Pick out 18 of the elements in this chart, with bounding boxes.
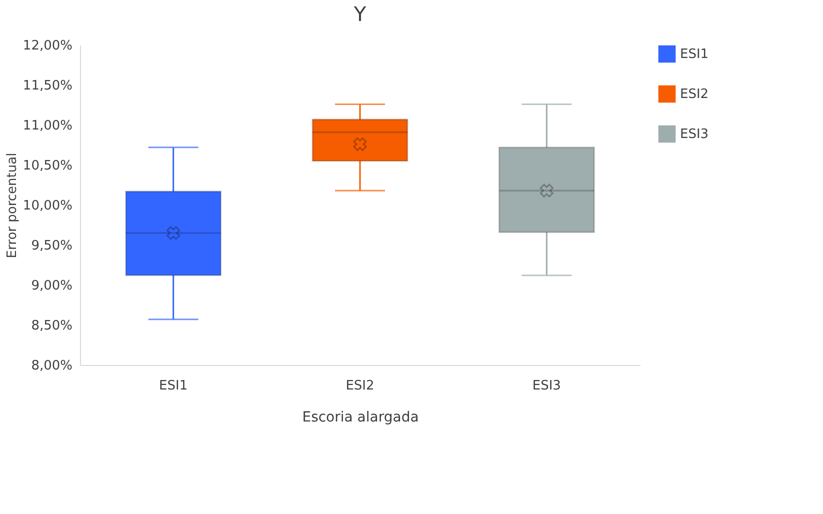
legend-label: ESI1 [680, 47, 709, 62]
y-tick-label: 11,50% [22, 78, 72, 94]
chart-title: Y [352, 2, 367, 26]
x-tick-label: ESI3 [532, 378, 561, 394]
y-tick-label: 9,50% [31, 238, 72, 254]
legend-label: ESI3 [680, 127, 709, 142]
x-axis-title: Escoria alargada [302, 410, 419, 426]
y-tick-label: 10,00% [22, 198, 72, 214]
x-tick-label: ESI1 [159, 378, 188, 394]
y-tick-label: 8,00% [31, 358, 72, 374]
y-tick-label: 9,00% [31, 278, 72, 294]
legend-label: ESI2 [680, 87, 709, 102]
x-tick-label: ESI2 [346, 378, 374, 394]
y-tick-label: 10,50% [22, 158, 72, 174]
y-tick-label: 12,00% [22, 38, 72, 54]
y-tick-label: 11,00% [22, 118, 72, 134]
y-axis-title: Error porcentual [4, 152, 20, 258]
y-tick-label: 8,50% [31, 318, 72, 334]
